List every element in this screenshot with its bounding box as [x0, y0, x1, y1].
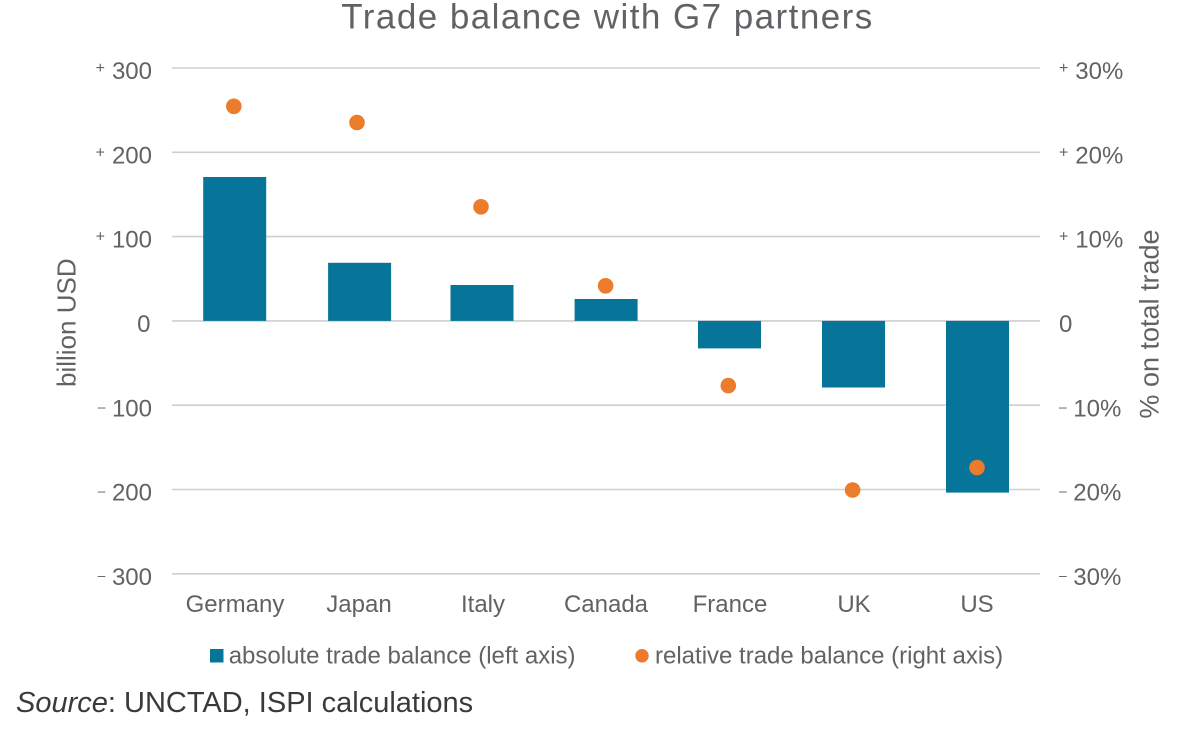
- svg-text:–200: –200: [98, 480, 152, 507]
- svg-text:0: 0: [137, 311, 150, 338]
- svg-text:0: 0: [1059, 311, 1072, 338]
- svg-text:+ 30%: + 30%: [1059, 58, 1123, 85]
- svg-text:Canada: Canada: [564, 591, 649, 618]
- svg-text:Trade balance with G7 partners: Trade balance with G7 partners: [341, 0, 873, 37]
- svg-text:+ 10%: + 10%: [1059, 227, 1123, 254]
- svg-text:+ 300: + 300: [96, 58, 152, 85]
- svg-text:France: France: [693, 591, 768, 618]
- svg-text:+ 20%: + 20%: [1059, 142, 1123, 169]
- svg-text:relative trade balance (right: relative trade balance (right axis): [655, 643, 1003, 670]
- svg-text:UK: UK: [837, 591, 870, 618]
- svg-text:US: US: [960, 591, 993, 618]
- svg-text:Germany: Germany: [186, 591, 285, 618]
- svg-text:Italy: Italy: [461, 591, 505, 618]
- svg-text:–300: –300: [98, 564, 152, 591]
- svg-text:+ 200: + 200: [96, 142, 152, 169]
- svg-text:% on total trade: % on total trade: [1135, 229, 1165, 418]
- svg-text:+ 100: + 100: [96, 227, 152, 254]
- svg-text:–30%: –30%: [1059, 564, 1121, 591]
- svg-text:–10%: –10%: [1059, 395, 1121, 422]
- svg-text:–100: –100: [98, 395, 152, 422]
- svg-text:Japan: Japan: [326, 591, 391, 618]
- svg-text:Source: UNCTAD, ISPI calculati: Source: UNCTAD, ISPI calculations: [16, 687, 473, 719]
- svg-text:–20%: –20%: [1059, 480, 1121, 507]
- svg-text:billion USD: billion USD: [52, 258, 82, 387]
- svg-text:absolute trade balance (left a: absolute trade balance (left axis): [229, 643, 576, 670]
